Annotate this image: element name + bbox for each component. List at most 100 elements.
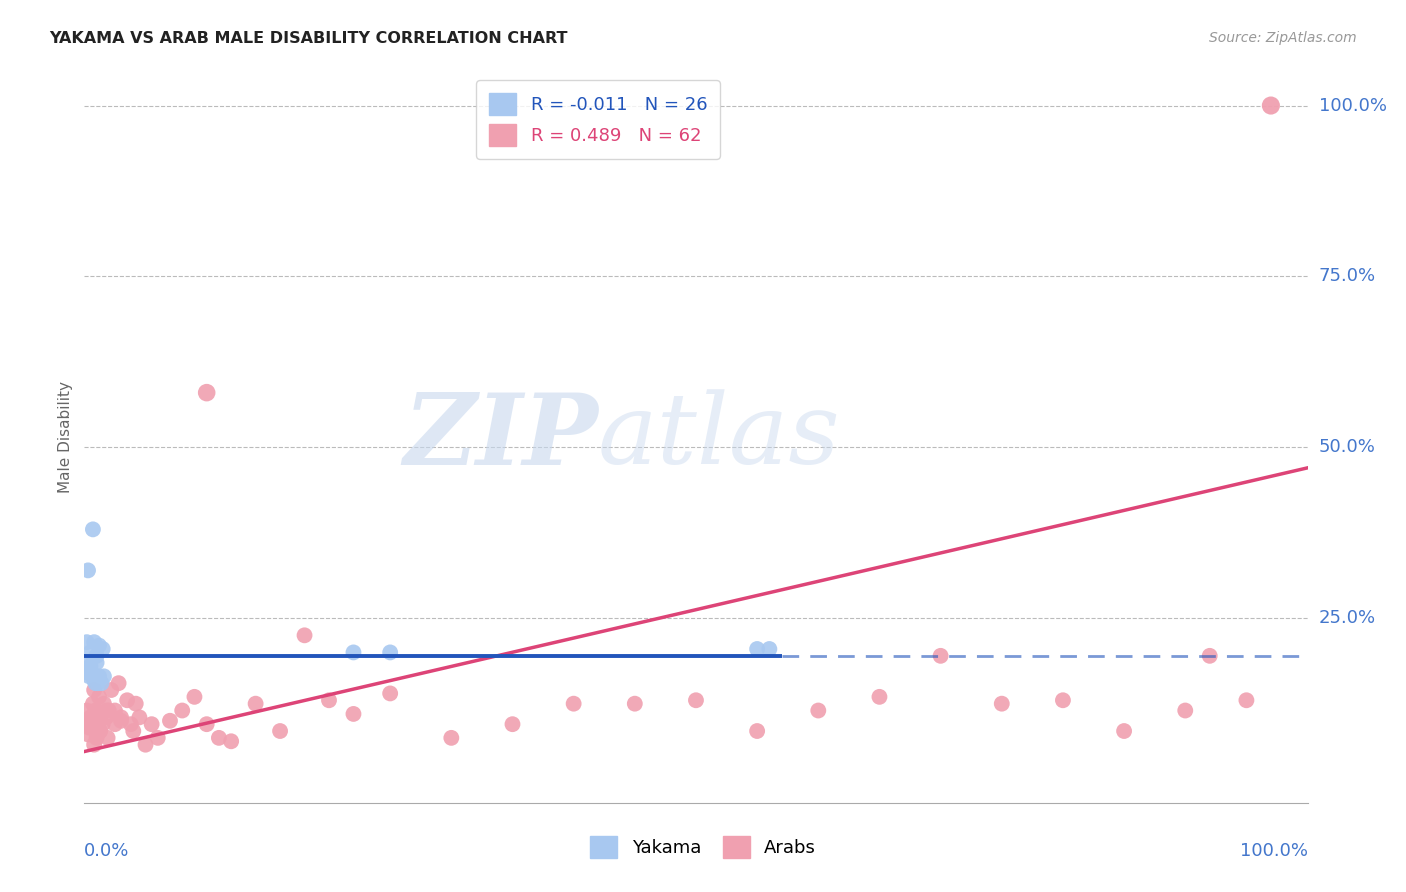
Point <box>83 635 105 649</box>
Point <box>75 656 97 670</box>
Legend: R = -0.011   N = 26, R = 0.489   N = 62: R = -0.011 N = 26, R = 0.489 N = 62 <box>477 80 720 159</box>
Text: atlas: atlas <box>598 390 841 484</box>
Point <box>86 648 108 663</box>
Point <box>172 704 194 718</box>
Point <box>245 697 267 711</box>
Point <box>869 690 891 704</box>
Point <box>294 628 316 642</box>
Point <box>104 704 127 718</box>
Point <box>135 738 157 752</box>
Point <box>79 710 101 724</box>
Text: ZIP: ZIP <box>404 389 598 485</box>
Point <box>87 669 110 683</box>
Point <box>758 642 780 657</box>
Point <box>100 683 122 698</box>
Text: 0.0%: 0.0% <box>84 842 129 860</box>
Point <box>380 645 402 659</box>
Point <box>82 522 104 536</box>
Point <box>1114 724 1136 739</box>
Legend: Yakama, Arabs: Yakama, Arabs <box>583 829 823 865</box>
Point <box>83 738 105 752</box>
Point <box>159 714 181 728</box>
Point <box>128 710 150 724</box>
Point <box>1236 693 1258 707</box>
Y-axis label: Male Disability: Male Disability <box>58 381 73 493</box>
Point <box>122 724 145 739</box>
Point <box>318 693 340 707</box>
Point <box>89 724 111 739</box>
Point <box>502 717 524 731</box>
Point <box>90 676 112 690</box>
Point <box>624 697 647 711</box>
Point <box>342 645 364 659</box>
Point <box>82 697 104 711</box>
Point <box>125 697 148 711</box>
Point <box>77 665 100 680</box>
Text: 100.0%: 100.0% <box>1240 842 1308 860</box>
Point <box>685 693 707 707</box>
Point <box>269 724 291 739</box>
Point <box>86 731 108 745</box>
Point <box>1174 704 1197 718</box>
Point <box>380 686 402 700</box>
Point <box>1198 648 1220 663</box>
Point <box>76 663 98 677</box>
Point <box>79 659 101 673</box>
Point <box>93 697 115 711</box>
Text: YAKAMA VS ARAB MALE DISABILITY CORRELATION CHART: YAKAMA VS ARAB MALE DISABILITY CORRELATI… <box>49 31 568 46</box>
Point <box>929 648 952 663</box>
Point <box>195 717 218 731</box>
Point <box>93 669 115 683</box>
Point <box>1260 98 1282 112</box>
Point <box>87 710 110 724</box>
Point <box>77 727 100 741</box>
Point <box>91 642 114 657</box>
Point <box>747 724 769 739</box>
Point <box>75 717 97 731</box>
Point <box>82 669 104 683</box>
Point <box>76 635 98 649</box>
Point <box>77 721 100 735</box>
Point <box>77 669 100 683</box>
Point <box>80 665 103 680</box>
Point <box>807 704 830 718</box>
Point <box>96 704 118 718</box>
Point <box>86 656 108 670</box>
Point <box>562 697 585 711</box>
Point <box>80 717 103 731</box>
Point <box>87 676 110 690</box>
Point <box>104 717 127 731</box>
Point <box>87 690 110 704</box>
Point <box>76 704 98 718</box>
Text: 50.0%: 50.0% <box>1319 438 1375 457</box>
Text: 100.0%: 100.0% <box>1319 96 1386 114</box>
Text: Source: ZipAtlas.com: Source: ZipAtlas.com <box>1209 31 1357 45</box>
Point <box>219 734 242 748</box>
Point <box>183 690 205 704</box>
Point <box>440 731 463 745</box>
Point <box>747 642 769 657</box>
Point <box>83 683 105 698</box>
Point <box>342 706 364 721</box>
Point <box>84 676 107 690</box>
Point <box>110 710 132 724</box>
Point <box>77 563 100 577</box>
Point <box>91 717 114 731</box>
Point <box>96 710 118 724</box>
Point <box>97 704 120 718</box>
Point <box>115 693 138 707</box>
Point <box>83 673 105 687</box>
Text: 25.0%: 25.0% <box>1319 609 1376 627</box>
Point <box>1052 693 1074 707</box>
Point <box>87 639 110 653</box>
Point <box>97 731 120 745</box>
Point <box>84 704 107 718</box>
Point <box>79 645 101 659</box>
Text: 75.0%: 75.0% <box>1319 268 1376 285</box>
Point <box>991 697 1014 711</box>
Point <box>120 717 142 731</box>
Point <box>110 714 132 728</box>
Point <box>107 676 129 690</box>
Point <box>146 731 169 745</box>
Point <box>195 385 218 400</box>
